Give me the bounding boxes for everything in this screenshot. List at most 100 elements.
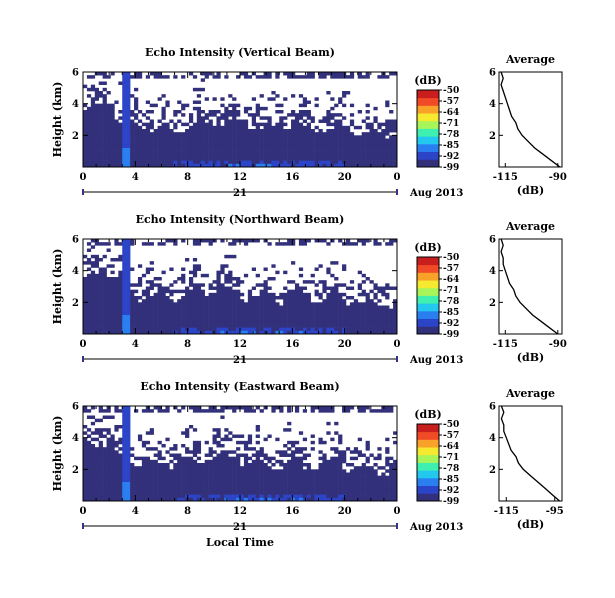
heatmap-cell [86,472,92,476]
heatmap-cell [153,75,158,79]
heatmap-cell [145,463,151,467]
heatmap-cell [126,434,131,438]
heatmap-cell [389,472,394,476]
colorbar-segment [417,462,439,465]
heatmap-cell [369,154,374,158]
heatmap-cell [141,122,147,127]
heatmap-cell [326,292,331,297]
heatmap-cell [263,286,268,290]
heatmap-cell [204,151,209,155]
heatmap-cell [330,305,335,309]
heatmap-cell [232,119,237,123]
heatmap-cell [243,330,249,335]
heatmap-cell [369,132,374,136]
heatmap-cell [94,97,99,101]
heatmap-cell [236,160,241,165]
heatmap-cell [134,103,139,108]
heatmap-cell [389,72,394,76]
heatmap-cell [326,116,331,120]
heatmap-cell [130,491,135,495]
heatmap-cell [326,491,331,495]
heatmap-cell [232,113,237,117]
heatmap-cell [102,318,107,322]
heatmap-cell [137,125,143,130]
heatmap-cell [106,308,111,313]
heatmap-cell [267,299,272,303]
heatmap-cell [373,296,378,300]
heatmap-cell [86,138,92,142]
heatmap-cell [177,144,182,149]
heatmap-cell [279,122,284,127]
heatmap-cell [94,466,99,470]
heatmap-cell [236,305,241,309]
heatmap-cell [200,78,205,82]
heatmap-cell [110,160,115,165]
heatmap-cell [86,261,92,265]
heatmap-cell [130,75,135,79]
heatmap-cell [169,144,174,149]
heatmap-cell [381,482,386,486]
heatmap-cell [287,113,292,117]
heatmap-cell [134,485,139,489]
heatmap-cell [283,466,288,470]
heatmap-cell [240,148,245,152]
heatmap-cell [106,318,111,322]
heatmap-cell [259,469,264,473]
heatmap-cell [345,148,351,152]
heatmap-cell [263,122,268,127]
heatmap-cell [169,459,174,464]
heatmap-cell [90,261,96,265]
heatmap-cell [263,116,268,120]
heatmap-cell [126,425,131,429]
heatmap-cell [385,148,390,152]
heatmap-cell [102,122,107,127]
heatmap-cell [377,163,382,168]
heatmap-cell [169,119,174,123]
heatmap-cell [287,428,292,432]
heatmap-cell [306,463,311,467]
heatmap-cell [267,469,272,473]
heatmap-cell [271,302,276,306]
heatmap-cell [86,485,92,489]
heatmap-cell [157,327,162,332]
heatmap-cell [294,491,300,495]
heatmap-cell [220,138,225,142]
heatmap-cell [126,141,131,146]
heatmap-cell [83,450,88,454]
heatmap-cell [385,456,390,461]
heatmap-cell [240,302,245,306]
heatmap-cell [102,302,107,306]
heatmap-cell [185,463,190,467]
heatmap-cell [200,494,205,499]
heatmap-cell [185,292,190,297]
heatmap-cell [153,163,158,168]
heatmap-cell [114,315,119,319]
heatmap-cell [122,113,127,117]
heatmap-cell [185,132,190,136]
heatmap-cell [110,280,115,284]
heatmap-cell [302,151,308,155]
heatmap-cell [86,311,92,316]
heatmap-cell [161,466,166,470]
heatmap-cell [338,330,343,335]
heatmap-cell [204,466,209,470]
heatmap-cell [83,110,88,114]
heatmap-cell [345,132,351,136]
heatmap-cell [90,151,96,155]
colorbar-segment [417,479,439,483]
heatmap-cell [243,160,249,165]
heatmap-cell [86,242,92,246]
heatmap-cell [334,160,339,165]
heatmap-cell [349,302,355,306]
heatmap-cell [322,482,327,486]
heatmap-cell [161,497,166,502]
heatmap-cell [169,488,174,492]
heatmap-cell [118,302,123,306]
heatmap-cell [161,110,166,114]
colorbar-segment [417,285,439,289]
heatmap-cell [122,491,127,495]
heatmap-cell [98,163,103,168]
colorbar-segment [417,470,439,473]
heatmap-cell [294,321,300,325]
heatmap-cell [149,148,154,152]
